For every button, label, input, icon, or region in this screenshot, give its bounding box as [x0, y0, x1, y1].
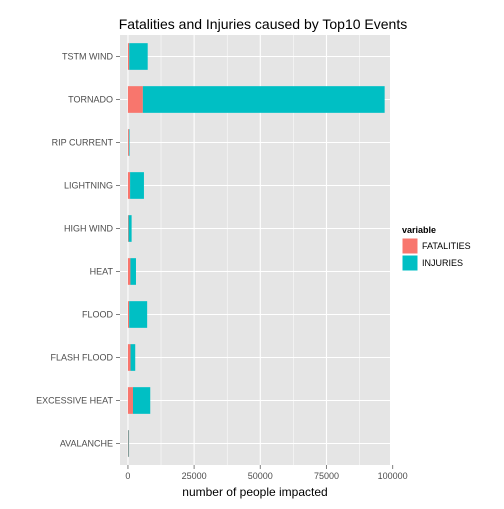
- legend: variable FATALITIES INJURIES: [401, 225, 471, 272]
- y-tick-label: LIGHTNING: [64, 181, 113, 191]
- y-tick-label: HIGH WIND: [64, 224, 113, 234]
- bar-fatalities-tornado: [127, 86, 143, 113]
- y-tick-label: RIP CURRENT: [52, 138, 114, 148]
- bar-injuries-avalanche: [128, 430, 130, 457]
- bar-injuries-high-wind: [128, 215, 132, 242]
- legend-key-injuries: [401, 254, 419, 272]
- x-tick-label: 75000: [314, 471, 339, 481]
- x-tick-label: 50000: [248, 471, 273, 481]
- bar-fatalities-flash-flood: [127, 344, 131, 371]
- bar-injuries-excessive-heat: [132, 387, 151, 414]
- bar-fatalities-avalanche: [127, 430, 129, 457]
- legend-label-injuries: INJURIES: [422, 258, 463, 268]
- y-tick-label: TORNADO: [68, 95, 113, 105]
- x-tick-label: 0: [125, 471, 130, 481]
- bar-injuries-rip-current: [128, 129, 130, 156]
- legend-key-fatalities: [401, 237, 419, 255]
- bar-injuries-heat: [130, 258, 136, 285]
- bar-fatalities-flood: [127, 301, 130, 328]
- bar-injuries-tstm-wind: [129, 43, 148, 70]
- chart-title: Fatalities and Injuries caused by Top10 …: [119, 16, 407, 32]
- legend-title: variable: [402, 225, 436, 235]
- y-tick-label: AVALANCHE: [60, 439, 113, 449]
- legend-items: FATALITIES INJURIES: [401, 237, 471, 272]
- bar-fatalities-high-wind: [127, 215, 129, 242]
- x-axis-label: number of people impacted: [182, 485, 327, 499]
- x-tick-label: 100000: [378, 471, 408, 481]
- y-tick-label: FLASH FLOOD: [50, 353, 113, 363]
- x-tick-label: 25000: [182, 471, 207, 481]
- bars: [127, 43, 385, 457]
- y-tick-label: EXCESSIVE HEAT: [36, 396, 113, 406]
- bar-fatalities-heat: [127, 258, 131, 285]
- bar-injuries-tornado: [142, 86, 385, 113]
- bar-injuries-lightning: [130, 172, 144, 199]
- x-axis: 0 25000 50000 75000 100000: [125, 465, 408, 481]
- bar-fatalities-lightning: [127, 172, 131, 199]
- bar-fatalities-tstm-wind: [127, 43, 130, 70]
- y-tick-label: FLOOD: [82, 310, 114, 320]
- bar-fatalities-excessive-heat: [127, 387, 133, 414]
- y-tick-label: TSTM WIND: [62, 52, 113, 62]
- y-tick-label: HEAT: [90, 267, 114, 277]
- bar-injuries-flash-flood: [130, 344, 136, 371]
- bar-fatalities-rip-current: [127, 129, 129, 156]
- y-axis: AVALANCHE EXCESSIVE HEAT FLASH FLOOD FLOOD H…: [36, 52, 120, 449]
- legend-label-fatalities: FATALITIES: [422, 241, 471, 251]
- bar-injuries-flood: [129, 301, 148, 328]
